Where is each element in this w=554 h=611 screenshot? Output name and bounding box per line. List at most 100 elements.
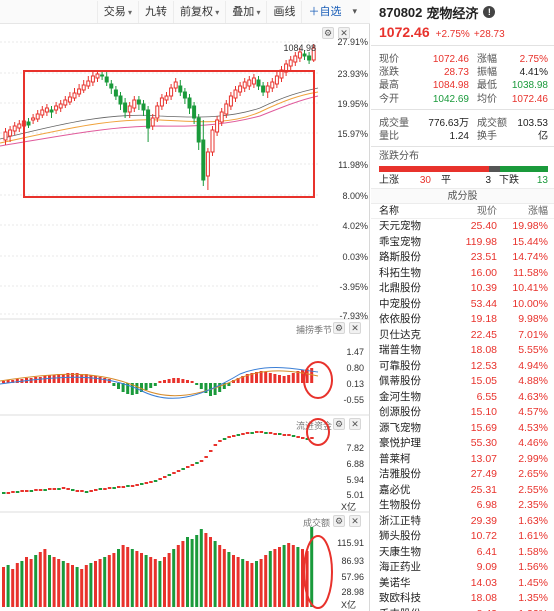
stat-value: 1042.69 (432, 93, 469, 105)
close-icon[interactable]: ✕ (349, 322, 361, 334)
flow-bar (117, 486, 121, 488)
component-row[interactable]: 依依股份 19.18 9.98% (371, 312, 554, 328)
flow-bar (241, 433, 245, 435)
component-change: 4.53% (518, 421, 548, 434)
macd-bar (259, 371, 263, 383)
main-panel-controls: ⚙ ✕ (322, 27, 350, 39)
candle-body (44, 107, 49, 113)
macd-bar (245, 374, 249, 383)
component-row[interactable]: 生物股份 6.98 2.35% (371, 498, 554, 514)
component-row[interactable]: 普莱柯 13.07 2.99% (371, 452, 554, 468)
toolbar-add-watchlist[interactable]: ＋自选 (301, 0, 347, 23)
component-row[interactable]: 豪悦护理 55.30 4.46% (371, 436, 554, 452)
kline-chart-svg[interactable] (0, 0, 370, 611)
candle-body (247, 79, 252, 87)
flow-bar (232, 435, 236, 437)
volume-bar (278, 547, 281, 607)
candle-body (17, 123, 22, 129)
flow-bar (34, 489, 38, 491)
volume-bar (6, 565, 10, 607)
chart-area[interactable]: 交易 九转 前复权 叠加 画线 ＋自选 ▾ ⚙ ✕ 捕捞季节 ⚙ ✕ 流进资金 … (0, 0, 370, 611)
component-row[interactable]: 天康生物 6.41 1.58% (371, 545, 554, 561)
close-icon[interactable]: ✕ (349, 418, 361, 430)
component-price: 53.44 (470, 297, 497, 310)
flow-bar (245, 432, 250, 434)
stat-label: 涨跌 (379, 67, 399, 79)
component-row[interactable]: 禾丰股份8.431.32% (371, 607, 554, 611)
macd-bar (84, 374, 88, 383)
component-row[interactable]: 浙江正特 29.39 1.63% (371, 514, 554, 530)
component-row[interactable]: 可靠股份 12.53 4.94% (371, 359, 554, 375)
component-row[interactable]: 海正药业 9.09 1.56% (371, 560, 554, 576)
stat-label: 换手 (477, 130, 497, 142)
component-row[interactable]: 金河生物 6.55 4.63% (371, 390, 554, 406)
settings-icon[interactable]: ⚙ (333, 322, 345, 334)
component-row[interactable]: 狮头股份 10.72 1.61% (371, 529, 554, 545)
macd-bar (71, 373, 74, 383)
flow-bar (222, 438, 227, 440)
component-change: 2.35% (518, 499, 548, 512)
close-icon[interactable]: ✕ (349, 515, 361, 527)
info-icon[interactable]: ! (483, 6, 496, 18)
stat-value: 1038.98 (511, 80, 548, 92)
component-name: 普莱柯 (379, 452, 411, 465)
component-row[interactable]: 中宠股份 53.44 10.00% (371, 297, 554, 313)
component-row[interactable]: 路斯股份 23.51 14.74% (371, 250, 554, 266)
component-row[interactable]: 科拓生物 16.00 11.58% (371, 266, 554, 282)
candle-body (205, 151, 210, 177)
components-list: 天元宠物 25.40 19.98% 乖宝宠物 119.98 15.44% 路斯股份 23.51… (371, 219, 554, 611)
candle-body (146, 109, 151, 129)
component-row[interactable]: 贝仕达克 22.45 7.01% (371, 328, 554, 344)
header-change[interactable]: 涨幅 (528, 206, 548, 218)
price-line: 1072.46 +2.75% +28.73 (371, 24, 554, 42)
toolbar-draw[interactable]: 画线 (266, 0, 301, 23)
component-row[interactable]: 创源股份 15.10 4.57% (371, 405, 554, 421)
header-name[interactable]: 名称 (379, 206, 399, 218)
flow-bar (259, 431, 264, 433)
component-change: 4.94% (518, 359, 548, 372)
header-price[interactable]: 现价 (477, 206, 497, 218)
candle-body (54, 105, 59, 111)
candle-body (270, 81, 275, 89)
component-row[interactable]: 源飞宠物 15.69 4.53% (371, 421, 554, 437)
settings-icon[interactable]: ⚙ (333, 515, 345, 527)
flow-bar (29, 490, 34, 492)
component-change: 2.55% (518, 483, 548, 496)
volume-bar (126, 547, 130, 607)
component-row[interactable]: 乖宝宠物 119.98 15.44% (371, 235, 554, 251)
flow-bar (213, 444, 218, 446)
toolbar-overlay[interactable]: 叠加 (225, 0, 266, 23)
flow-bar (181, 468, 185, 470)
stat-value: 1072.46 (432, 54, 469, 65)
macd-bar (232, 380, 235, 383)
toolbar-trade[interactable]: 交易 (96, 0, 138, 23)
component-row[interactable]: 美诺华 14.03 1.45% (371, 576, 554, 592)
component-row[interactable]: 致欧科技 18.08 1.35% (371, 591, 554, 607)
component-name: 嘉必优 (379, 483, 411, 496)
component-row[interactable]: 瑞普生物 18.08 5.55% (371, 343, 554, 359)
settings-icon[interactable]: ⚙ (333, 418, 345, 430)
volume-bar (112, 553, 116, 607)
component-row[interactable]: 天元宠物 25.40 19.98% (371, 219, 554, 235)
toolbar-more-button[interactable]: ▾ (352, 6, 357, 16)
component-row[interactable]: 嘉必优 25.31 2.55% (371, 483, 554, 499)
toolbar-nine-turn[interactable]: 九转 (137, 0, 173, 23)
volume-bar (117, 549, 120, 607)
close-icon[interactable]: ✕ (338, 27, 350, 39)
volume-panel-label: 成交额 (303, 518, 331, 528)
flow-bar (75, 490, 80, 492)
macd-bar (117, 383, 120, 389)
component-row[interactable]: 洁雅股份 27.49 2.65% (371, 467, 554, 483)
component-change: 11.58% (513, 266, 548, 279)
toolbar-adjust[interactable]: 前复权 (172, 0, 225, 23)
candle-body (136, 99, 141, 105)
current-price: 1072.46 (379, 24, 430, 40)
settings-icon[interactable]: ⚙ (322, 27, 334, 39)
candle-body (113, 89, 118, 97)
candle-body (3, 131, 8, 141)
component-row[interactable]: 北鼎股份 10.39 10.41% (371, 281, 554, 297)
component-row[interactable]: 佩蒂股份 15.05 4.88% (371, 374, 554, 390)
component-name: 天元宠物 (379, 220, 421, 233)
distribution-bar-flat (489, 166, 501, 173)
candle-body (164, 95, 169, 101)
